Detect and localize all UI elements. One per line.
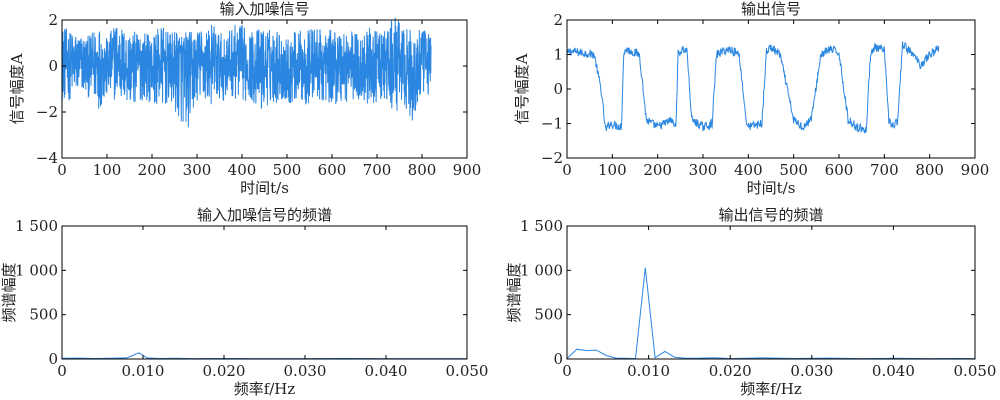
input-spectrum-x-tick-label: 0.010	[122, 362, 165, 380]
input-time-x-tick-label: 400	[228, 161, 257, 179]
input-time-x-tick-label: 700	[363, 161, 392, 179]
input-time-y-tick-label: −2	[36, 103, 58, 121]
input-time-x-tick-label: 200	[138, 161, 167, 179]
input-time-x-tick-label: 900	[453, 161, 482, 179]
output-time-x-axis-label: 时间t/s	[747, 179, 796, 197]
output-spectrum-y-tick-label: 1 000	[520, 261, 563, 279]
output-spectrum-x-tick-label: 0.010	[627, 362, 670, 380]
input-time-y-axis-label: 信号幅度A	[8, 53, 26, 124]
output-time-x-tick-label: 300	[689, 161, 718, 179]
output-spectrum-plot-frame	[566, 225, 976, 360]
input-spectrum-y-tick-label: 500	[29, 306, 58, 324]
output-time-y-tick-label: 1	[553, 46, 563, 64]
input-time-plot-frame	[61, 19, 468, 159]
input-spectrum-chart: 0 0.010 0.020 0.030 0.040 0.050 0 500 1 000 1 500…	[0, 206, 488, 398]
input-spectrum-plot-frame	[61, 225, 468, 360]
input-spectrum-x-tick-label: 0.050	[446, 362, 489, 380]
input-time-x-tick-label: 500	[273, 161, 302, 179]
input-spectrum-x-tick-label: 0	[57, 362, 67, 380]
output-time-title: 输出信号	[741, 0, 801, 18]
output-time-y-axis-label: 信号幅度A	[513, 53, 531, 124]
output-spectrum-x-tick-label: 0.040	[872, 362, 915, 380]
output-spectrum-x-tick-label: 0.020	[709, 362, 752, 380]
output-time-x-tick-label: 800	[915, 161, 944, 179]
input-time-x-axis-label: 时间t/s	[240, 179, 289, 197]
output-spectrum-x-axis-label: 频率f/Hz	[740, 380, 802, 398]
input-spectrum-y-tick-label: 1 000	[15, 261, 58, 279]
output-spectrum-y-tick-label: 0	[553, 350, 563, 368]
input-time-x-tick-label: 600	[318, 161, 347, 179]
input-spectrum-title: 输入加噪信号的频谱	[197, 206, 332, 224]
output-time-x-tick-label: 600	[825, 161, 854, 179]
input-time-y-tick-label: 2	[48, 11, 58, 29]
output-spectrum-x-tick-label: 0.050	[954, 362, 997, 380]
input-time-y-tick-label: −4	[36, 149, 58, 167]
output-time-x-tick-label: 0	[562, 161, 572, 179]
output-spectrum-y-tick-label: 1 500	[520, 217, 563, 235]
input-spectrum-y-tick-label: 0	[48, 350, 58, 368]
output-spectrum-title: 输出信号的频谱	[718, 206, 823, 224]
input-spectrum-x-tick-label: 0.020	[203, 362, 246, 380]
input-time-y-tick-label: 0	[48, 57, 58, 75]
output-time-y-tick-label: 2	[553, 11, 563, 29]
input-spectrum-y-axis-label: 频谱幅度	[0, 262, 18, 322]
output-time-x-tick-label: 700	[870, 161, 899, 179]
input-spectrum-y-tick-label: 1 500	[15, 217, 58, 235]
input-time-x-tick-label: 800	[408, 161, 437, 179]
output-time-x-tick-label: 900	[961, 161, 990, 179]
output-time-x-tick-label: 400	[734, 161, 763, 179]
input-spectrum-series-line	[61, 352, 467, 360]
output-spectrum-x-tick-label: 0.030	[790, 362, 833, 380]
input-time-series-line	[61, 17, 432, 128]
output-time-x-tick-label: 200	[643, 161, 672, 179]
input-spectrum-x-tick-label: 0.040	[365, 362, 408, 380]
output-spectrum-series-line	[566, 267, 976, 360]
input-time-x-tick-label: 0	[57, 161, 67, 179]
output-time-chart: 0 100 200 300 400 500 600 700 800 900 −2 −1 0 1 2 输出信号时…	[513, 0, 989, 197]
output-spectrum-x-tick-label: 0	[562, 362, 572, 380]
input-time-title: 输入加噪信号	[219, 0, 309, 18]
output-time-y-tick-label: −1	[541, 115, 563, 133]
output-time-x-tick-label: 100	[598, 161, 627, 179]
output-spectrum-y-axis-label: 频谱幅度	[505, 262, 523, 322]
output-time-x-tick-label: 500	[779, 161, 808, 179]
output-spectrum-chart: 0 0.010 0.020 0.030 0.040 0.050 0 500 1 000 1 500…	[505, 206, 996, 398]
output-spectrum-y-tick-label: 500	[534, 306, 563, 324]
input-spectrum-x-tick-label: 0.030	[284, 362, 327, 380]
output-time-plot-frame	[566, 19, 976, 159]
input-spectrum-x-axis-label: 频率f/Hz	[234, 380, 296, 398]
input-time-chart: 0 100 200 300 400 500 600 700 800 900 −4 −2 0 2 输入加噪信号…	[8, 0, 481, 197]
input-time-x-tick-label: 300	[183, 161, 212, 179]
output-time-y-tick-label: 0	[553, 80, 563, 98]
output-time-y-tick-label: −2	[541, 149, 563, 167]
output-time-series-line	[566, 41, 940, 134]
input-time-x-tick-label: 100	[93, 161, 122, 179]
